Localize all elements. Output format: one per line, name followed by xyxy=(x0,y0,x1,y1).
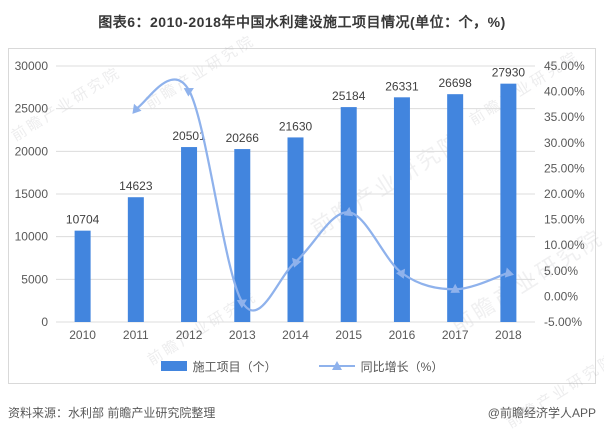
svg-text:21630: 21630 xyxy=(279,119,313,133)
svg-text:40.00%: 40.00% xyxy=(544,85,585,99)
chart-title: 图表6：2010-2018年中国水利建设施工项目情况(单位：个，%) xyxy=(98,14,506,30)
bar-swatch-icon xyxy=(160,361,187,371)
legend: 施工项目（个） 同比增长（%） xyxy=(9,355,595,377)
svg-text:2013: 2013 xyxy=(229,328,256,342)
svg-text:25.00%: 25.00% xyxy=(544,161,585,175)
svg-text:15000: 15000 xyxy=(15,187,49,201)
svg-text:30.00%: 30.00% xyxy=(544,136,585,150)
svg-text:45.00%: 45.00% xyxy=(544,59,585,73)
svg-text:26331: 26331 xyxy=(385,79,419,93)
svg-text:20.00%: 20.00% xyxy=(544,187,585,201)
svg-text:15.00%: 15.00% xyxy=(544,213,585,227)
svg-text:25000: 25000 xyxy=(15,102,49,116)
svg-text:2010: 2010 xyxy=(69,328,96,342)
svg-text:2017: 2017 xyxy=(442,328,469,342)
svg-text:25184: 25184 xyxy=(332,89,366,103)
svg-text:2015: 2015 xyxy=(335,328,362,342)
legend-item-bar-series: 施工项目（个） xyxy=(160,358,277,375)
svg-text:5000: 5000 xyxy=(21,272,48,286)
svg-text:35.00%: 35.00% xyxy=(544,110,585,124)
svg-text:2014: 2014 xyxy=(282,328,309,342)
legend-bar-label: 施工项目（个） xyxy=(192,359,277,374)
svg-text:10704: 10704 xyxy=(66,213,100,227)
svg-text:20501: 20501 xyxy=(172,129,206,143)
svg-text:27930: 27930 xyxy=(492,66,526,80)
legend-item-line-series: 同比增长（%） xyxy=(318,358,444,375)
line-swatch-icon xyxy=(318,361,355,371)
svg-text:0.00%: 0.00% xyxy=(544,289,578,303)
svg-text:2012: 2012 xyxy=(176,328,203,342)
svg-text:20266: 20266 xyxy=(226,131,260,145)
svg-text:2016: 2016 xyxy=(389,328,416,342)
svg-text:2018: 2018 xyxy=(495,328,522,342)
svg-text:-5.00%: -5.00% xyxy=(544,315,582,329)
svg-text:14623: 14623 xyxy=(119,179,153,193)
chart-area: 前瞻产业研究院 前瞻产业研究院 前瞻产业研究院 前瞻产业研究院 前瞻产业研究院 … xyxy=(8,32,604,384)
footer: 资料来源：水利部 前瞻产业研究院整理 @前瞻经济学人APP xyxy=(8,404,596,421)
svg-text:30000: 30000 xyxy=(15,59,49,73)
chart-plot: 0 5000 10000 15000 20000 25000 30000 -5.00% 0.00… xyxy=(15,59,585,342)
svg-text:10000: 10000 xyxy=(15,230,49,244)
svg-text:20000: 20000 xyxy=(15,144,49,158)
svg-text:2011: 2011 xyxy=(123,328,149,342)
svg-text:10.00%: 10.00% xyxy=(544,238,585,252)
svg-text:26698: 26698 xyxy=(438,76,472,90)
credit: @前瞻经济学人APP xyxy=(487,406,596,420)
svg-text:5.00%: 5.00% xyxy=(544,264,578,278)
source-note: 资料来源：水利部 前瞻产业研究院整理 xyxy=(8,406,216,420)
svg-text:0: 0 xyxy=(41,315,48,329)
legend-line-label: 同比增长（%） xyxy=(360,359,444,374)
